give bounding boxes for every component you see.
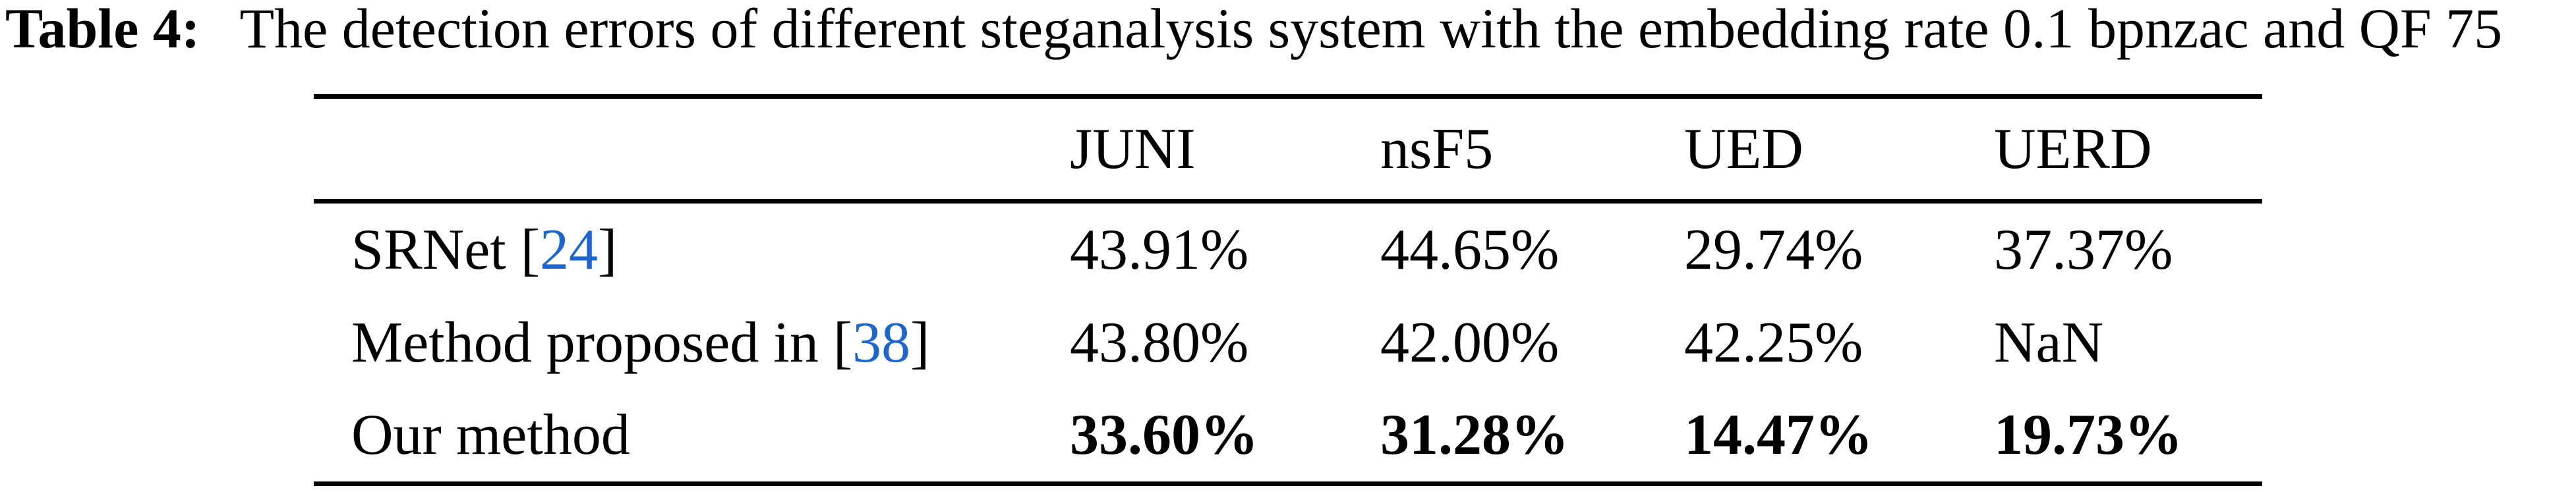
citation-bracket-close: ] — [598, 218, 618, 282]
table-row-method-38: Method proposed in [38] 43.80% 42.00% 42… — [314, 296, 2262, 389]
column-header-ued: UED — [1684, 117, 1803, 181]
cell-srnet-ued: 29.74% — [1684, 218, 1863, 282]
table-caption: Table 4: The detection errors of differen… — [5, 0, 2502, 63]
row-label-srnet: SRNet [24] — [314, 217, 1070, 283]
table-row-our-method: Our method 33.60% 31.28% 14.47% 19.73% — [314, 389, 2262, 481]
cell-ourmethod-nsf5: 31.28% — [1380, 403, 1569, 467]
cell-method38-uerd: NaN — [1994, 310, 2104, 375]
citation-link-24[interactable]: 24 — [540, 218, 599, 282]
cell-ourmethod-uerd: 19.73% — [1994, 403, 2182, 467]
column-header-juni: JUNI — [1070, 117, 1196, 181]
table-header-row: JUNI nsF5 UED UERD — [314, 99, 2262, 199]
cell-srnet-juni: 43.91% — [1070, 218, 1249, 282]
cell-method38-nsf5: 42.00% — [1380, 310, 1560, 375]
method-name: Method proposed in — [351, 310, 819, 375]
table-rule-mid — [314, 199, 2262, 204]
method-name: SRNet — [351, 218, 506, 282]
table-row-srnet: SRNet [24] 43.91% 44.65% 29.74% 37.37% — [314, 204, 2262, 296]
cell-ourmethod-juni: 33.60% — [1070, 403, 1258, 467]
table-rule-top — [314, 94, 2262, 99]
method-name: Our method — [351, 403, 630, 467]
citation-link-38[interactable]: 38 — [852, 310, 911, 375]
citation-bracket-open: [ — [833, 310, 853, 375]
row-label-our-method: Our method — [314, 402, 1070, 468]
citation-bracket-close: ] — [910, 310, 930, 375]
column-header-uerd: UERD — [1994, 117, 2152, 181]
caption-label: Table 4: — [5, 0, 200, 60]
row-label-method-38: Method proposed in [38] — [314, 310, 1070, 376]
caption-text: The detection errors of different stegan… — [239, 0, 2503, 60]
cell-method38-juni: 43.80% — [1070, 310, 1249, 375]
results-table: JUNI nsF5 UED UERD SRNet [24] 43.91% 44.… — [314, 94, 2262, 486]
column-header-nsf5: nsF5 — [1380, 117, 1494, 181]
cell-srnet-nsf5: 44.65% — [1380, 218, 1560, 282]
cell-ourmethod-ued: 14.47% — [1684, 403, 1873, 467]
cell-method38-ued: 42.25% — [1684, 310, 1863, 375]
cell-srnet-uerd: 37.37% — [1994, 218, 2173, 282]
citation-bracket-open: [ — [520, 218, 541, 282]
table-rule-bottom — [314, 481, 2262, 486]
